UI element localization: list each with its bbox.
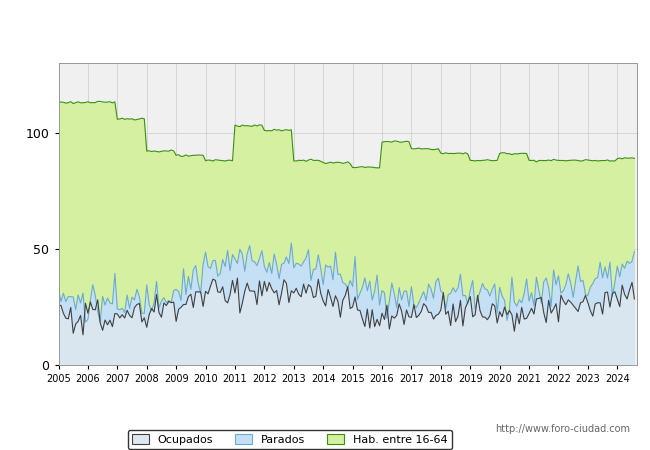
- Text: Pozuelo de Tábara - Evolucion de la poblacion en edad de Trabajar Agosto de 2024: Pozuelo de Tábara - Evolucion de la pobl…: [49, 21, 601, 34]
- Legend: Ocupados, Parados, Hab. entre 16-64: Ocupados, Parados, Hab. entre 16-64: [127, 430, 452, 450]
- Text: http://www.foro-ciudad.com: http://www.foro-ciudad.com: [495, 424, 630, 434]
